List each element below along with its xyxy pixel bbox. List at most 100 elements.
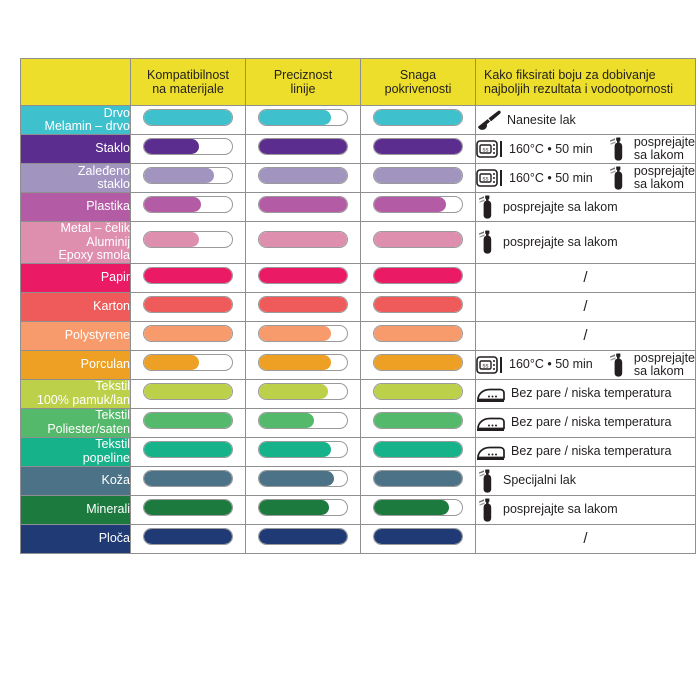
not-applicable-mark: / bbox=[583, 530, 588, 547]
fixing-instruction-wrap: ss 160°C • 50 min posprejajte sa lakom bbox=[476, 351, 695, 379]
material-label-tekstil-poliester-saten: Tekstil Poliester/saten bbox=[20, 407, 131, 438]
rating-bar-fill bbox=[374, 232, 462, 248]
brush-icon bbox=[476, 109, 502, 131]
header-compatibility-line1: Kompatibilnost bbox=[147, 68, 229, 82]
fixing-instruction-cell: Bez pare / niska temperatura bbox=[475, 407, 696, 438]
spray-icon bbox=[476, 194, 498, 220]
material-label-karton: Karton bbox=[20, 291, 131, 322]
bar-cell bbox=[245, 523, 361, 554]
rating-bar-fill bbox=[144, 197, 202, 212]
fixing-instruction: / bbox=[583, 327, 587, 344]
fixing-instruction-text: 160°C • 50 min bbox=[509, 357, 593, 371]
rating-bar bbox=[373, 266, 463, 284]
rating-bar-fill bbox=[374, 470, 462, 486]
fixing-instruction: Specijalni lak bbox=[476, 468, 576, 494]
material-label-tekstil-popeline: Tekstil popeline bbox=[20, 436, 131, 467]
rating-bar bbox=[258, 527, 348, 545]
rating-bar-fill bbox=[374, 499, 449, 515]
rating-bar bbox=[143, 266, 233, 284]
rating-bar bbox=[143, 167, 233, 184]
svg-text:ss: ss bbox=[483, 363, 489, 369]
spray-icon bbox=[607, 136, 629, 162]
bar-cell bbox=[245, 262, 361, 293]
oven-icon: ss bbox=[476, 355, 504, 375]
rating-bar bbox=[258, 498, 348, 516]
rating-bar bbox=[258, 469, 348, 487]
fixing-instruction-wrap: Nanesite lak bbox=[476, 106, 695, 134]
fixing-instruction: posprejajte sa lakom bbox=[476, 194, 618, 220]
material-label-line: Koža bbox=[101, 472, 131, 487]
bar-cell bbox=[360, 163, 476, 193]
bar-cell bbox=[360, 105, 476, 135]
rating-bar-fill bbox=[259, 197, 347, 212]
rating-bar-fill bbox=[259, 441, 332, 457]
spray-icon bbox=[476, 497, 498, 523]
rating-bar bbox=[258, 266, 348, 284]
bar-cell bbox=[245, 134, 361, 164]
fixing-instruction-wrap: Specijalni lak bbox=[476, 467, 695, 495]
fixing-instruction-text: posprejajte sa lakom bbox=[633, 135, 695, 162]
fixing-instruction-wrap: ss 160°C • 50 min posprejajte sa lakom bbox=[476, 135, 695, 163]
bar-cell bbox=[130, 523, 246, 554]
table-body: Drvo Melamin – drvo Nanesite lak Staklo ss 16… bbox=[20, 105, 696, 554]
material-label-porculan: Porculan bbox=[20, 349, 131, 380]
rating-bar-fill bbox=[144, 168, 215, 183]
rating-bar bbox=[143, 138, 233, 155]
material-label-ploca: Ploča bbox=[20, 523, 131, 554]
fixing-instruction-text: posprejajte sa lakom bbox=[503, 502, 618, 516]
fixing-instruction-wrap: Bez pare / niska temperatura bbox=[476, 380, 695, 408]
material-label-line: Plastika bbox=[86, 199, 130, 214]
table-row: Ploča / bbox=[20, 523, 696, 554]
fixing-instruction: Bez pare / niska temperatura bbox=[476, 443, 672, 461]
fixing-instruction-text: posprejajte sa lakom bbox=[503, 199, 618, 214]
fixing-instruction-text: posprejajte sa lakom bbox=[633, 350, 695, 378]
fixing-instruction: posprejajte sa lakom bbox=[607, 136, 695, 162]
fixing-instruction-wrap: posprejajte sa lakom bbox=[476, 228, 695, 256]
rating-bar bbox=[258, 196, 348, 213]
rating-bar-fill bbox=[144, 470, 232, 486]
material-label-line: popeline bbox=[82, 450, 130, 465]
bar-cell bbox=[245, 378, 361, 409]
oven-icon: ss bbox=[476, 168, 504, 188]
fixing-instruction-text: Bez pare / niska temperatura bbox=[511, 386, 672, 400]
bar-cell bbox=[130, 262, 246, 293]
fixing-instruction-cell: ss 160°C • 50 min posprejajte sa lakom bbox=[475, 134, 696, 164]
rating-bar-fill bbox=[144, 110, 232, 125]
rating-bar-fill bbox=[374, 296, 462, 312]
table-row: Drvo Melamin – drvo Nanesite lak bbox=[20, 105, 696, 135]
bar-cell bbox=[130, 105, 246, 135]
bar-cell bbox=[245, 407, 361, 438]
header-fixing-line1: Kako fiksirati boju za dobivanje bbox=[484, 68, 656, 82]
rating-bar-fill bbox=[144, 325, 232, 341]
fixing-instruction: Bez pare / niska temperatura bbox=[476, 385, 672, 403]
rating-bar-fill bbox=[144, 383, 232, 399]
bar-cell bbox=[130, 291, 246, 322]
header-precision-line2: linije bbox=[290, 82, 316, 96]
fixing-instruction-wrap: / bbox=[476, 322, 695, 350]
spray-icon bbox=[476, 468, 498, 494]
material-label-line: Epoxy smola bbox=[58, 248, 130, 262]
bar-cell bbox=[360, 378, 476, 409]
rating-bar-fill bbox=[144, 139, 199, 154]
svg-text:ss: ss bbox=[483, 176, 489, 182]
fixing-instruction-text: 160°C • 50 min bbox=[509, 141, 593, 156]
fixing-instruction-wrap: Bez pare / niska temperatura bbox=[476, 438, 695, 466]
not-applicable-mark: / bbox=[583, 269, 588, 286]
rating-bar bbox=[143, 498, 233, 516]
material-label-line: Tekstil bbox=[95, 408, 130, 422]
rating-bar bbox=[373, 167, 463, 184]
bar-cell bbox=[360, 436, 476, 467]
rating-bar-fill bbox=[259, 412, 314, 428]
bar-cell bbox=[130, 436, 246, 467]
bar-cell bbox=[245, 349, 361, 380]
rating-bar-fill bbox=[144, 296, 232, 312]
table-row: Tekstil popeline Bez pare / niska temperat… bbox=[20, 436, 696, 467]
material-compatibility-table: Kompatibilnost na materijale Preciznost … bbox=[20, 58, 696, 554]
rating-bar-fill bbox=[144, 232, 199, 248]
rating-bar bbox=[143, 411, 233, 429]
table-row: Porculan ss 160°C • 50 min posprejajte sa l… bbox=[20, 349, 696, 380]
rating-bar bbox=[258, 440, 348, 458]
bar-cell bbox=[360, 134, 476, 164]
rating-bar-fill bbox=[144, 441, 232, 457]
fixing-instruction: / bbox=[583, 298, 587, 315]
